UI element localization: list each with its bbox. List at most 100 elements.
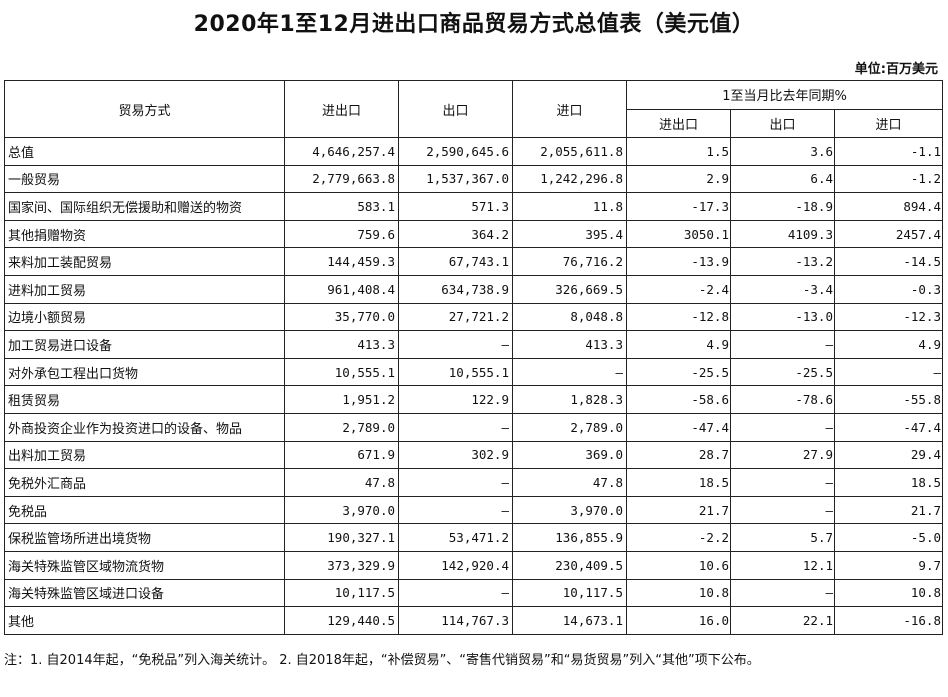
import-cell: – — [512, 357, 627, 387]
table-row: 保税监管场所进出境货物 190,327.1 53,471.2 136,855.9 -2.… — [4, 523, 943, 552]
export-cell: 27,721.2 — [398, 302, 513, 332]
yoy-total-cell: 16.0 — [626, 606, 731, 635]
yoy-import-cell: -12.3 — [834, 302, 943, 332]
row-name-cell: 外商投资企业作为投资进口的设备、物品 — [4, 412, 285, 442]
yoy-import-cell: 894.4 — [834, 192, 943, 221]
table-row: 边境小额贸易 35,770.0 27,721.2 8,048.8 -12.8 -13.0-… — [4, 302, 943, 332]
yoy-import-cell: -1.2 — [834, 164, 943, 194]
table-row: 一般贸易 2,779,663.8 1,537,367.0 1,242,296.8 2.9… — [4, 164, 943, 194]
import-cell: 1,828.3 — [512, 385, 627, 414]
table-row: 进料加工贸易 961,408.4 634,738.9 326,669.5 -2.4 -3.… — [4, 274, 943, 304]
yoy-total-cell: -13.9 — [626, 247, 731, 276]
row-name-cell: 租赁贸易 — [4, 385, 285, 414]
total-cell: 583.1 — [284, 192, 399, 221]
row-name-cell: 海关特殊监管区域物流货物 — [4, 550, 285, 580]
export-cell: – — [398, 495, 513, 525]
row-name-cell: 一般贸易 — [4, 164, 285, 194]
yoy-import-cell: 9.7 — [834, 550, 943, 580]
yoy-total-cell: 1.5 — [626, 137, 731, 166]
yoy-total-cell: -25.5 — [626, 357, 731, 387]
yoy-import-cell: 10.8 — [834, 578, 943, 608]
yoy-total-cell: -47.4 — [626, 412, 731, 442]
yoy-export-cell: -18.9 — [730, 192, 835, 221]
yoy-export-cell: – — [730, 412, 835, 442]
yoy-import-cell: -5.0 — [834, 523, 943, 552]
export-cell: – — [398, 468, 513, 497]
export-cell: 364.2 — [398, 219, 513, 249]
export-cell: 53,471.2 — [398, 523, 513, 552]
yoy-export-cell: -25.5 — [730, 357, 835, 387]
import-cell: 10,117.5 — [512, 578, 627, 608]
table-row: 加工贸易进口设备 413.3–413.3 4.9–4.9 — [4, 330, 943, 359]
yoy-export-cell: -3.4 — [730, 274, 835, 304]
yoy-import-cell: -0.3 — [834, 274, 943, 304]
import-cell: 2,055,611.8 — [512, 137, 627, 166]
yoy-total-cell: -2.4 — [626, 274, 731, 304]
row-name-cell: 出料加工贸易 — [4, 440, 285, 470]
export-cell: – — [398, 412, 513, 442]
header-total: 进出口 — [284, 80, 399, 138]
import-cell: 47.8 — [512, 468, 627, 497]
yoy-import-cell: -16.8 — [834, 606, 943, 635]
row-name-cell: 国家间、国际组织无偿援助和赠送的物资 — [4, 192, 285, 221]
export-cell: 571.3 — [398, 192, 513, 221]
yoy-total-cell: 2.9 — [626, 164, 731, 194]
header-import: 进口 — [512, 80, 627, 138]
row-name-cell: 加工贸易进口设备 — [4, 330, 285, 359]
total-cell: 413.3 — [284, 330, 399, 359]
yoy-import-cell: 18.5 — [834, 468, 943, 497]
import-cell: 1,242,296.8 — [512, 164, 627, 194]
yoy-export-cell: 3.6 — [730, 137, 835, 166]
total-cell: 373,329.9 — [284, 550, 399, 580]
total-cell: 10,117.5 — [284, 578, 399, 608]
row-name-cell: 保税监管场所进出境货物 — [4, 523, 285, 552]
total-cell: 4,646,257.4 — [284, 137, 399, 166]
unit-label: 单位:百万美元 — [854, 62, 938, 77]
yoy-total-cell: -17.3 — [626, 192, 731, 221]
yoy-total-cell: 3050.1 — [626, 219, 731, 249]
export-cell: 10,555.1 — [398, 357, 513, 387]
header-yoy-group: 1至当月比去年同期% — [626, 80, 943, 110]
yoy-total-cell: 4.9 — [626, 330, 731, 359]
total-cell: 3,970.0 — [284, 495, 399, 525]
yoy-export-cell: 6.4 — [730, 164, 835, 194]
yoy-total-cell: 21.7 — [626, 495, 731, 525]
yoy-export-cell: -13.0 — [730, 302, 835, 332]
yoy-total-cell: -12.8 — [626, 302, 731, 332]
import-cell: 413.3 — [512, 330, 627, 359]
table-row: 总值 4,646,257.4 2,590,645.6 2,055,611.8 1.5 3.… — [4, 137, 943, 166]
yoy-export-cell: 12.1 — [730, 550, 835, 580]
yoy-import-cell: -55.8 — [834, 385, 943, 414]
row-name-cell: 免税外汇商品 — [4, 468, 285, 497]
export-cell: 142,920.4 — [398, 550, 513, 580]
trade-table: 贸易方式 进出口 出口 进口 1至当月比去年同期% 进出口 出口 进口 总值 4,… — [4, 80, 943, 635]
yoy-import-cell: 29.4 — [834, 440, 943, 470]
header-yoy-import: 进口 — [834, 108, 943, 138]
total-cell: 759.6 — [284, 219, 399, 249]
import-cell: 14,673.1 — [512, 606, 627, 635]
yoy-import-cell: 2457.4 — [834, 219, 943, 249]
yoy-total-cell: 18.5 — [626, 468, 731, 497]
yoy-export-cell: – — [730, 495, 835, 525]
yoy-total-cell: -58.6 — [626, 385, 731, 414]
footnote: 注：1. 自2014年起，“免税品”列入海关统计。 2. 自2018年起，“补偿… — [4, 653, 760, 668]
table-row: 来料加工装配贸易 144,459.3 67,743.1 76,716.2 -13.9 -1… — [4, 247, 943, 276]
export-cell: 1,537,367.0 — [398, 164, 513, 194]
import-cell: 76,716.2 — [512, 247, 627, 276]
row-name-cell: 免税品 — [4, 495, 285, 525]
total-cell: 2,789.0 — [284, 412, 399, 442]
table-row: 免税品 3,970.0–3,970.0 21.7–21.7 — [4, 495, 943, 525]
total-cell: 129,440.5 — [284, 606, 399, 635]
export-cell: 302.9 — [398, 440, 513, 470]
yoy-total-cell: -2.2 — [626, 523, 731, 552]
table-row: 国家间、国际组织无偿援助和赠送的物资 583.1 571.3 11.8 -17.3 -18… — [4, 192, 943, 221]
table-row: 对外承包工程出口货物 10,555.1 10,555.1– -25.5 -25.5– — [4, 357, 943, 387]
row-name-cell: 其他捐赠物资 — [4, 219, 285, 249]
import-cell: 326,669.5 — [512, 274, 627, 304]
yoy-export-cell: 4109.3 — [730, 219, 835, 249]
import-cell: 2,789.0 — [512, 412, 627, 442]
page-title: 2020年1至12月进出口商品贸易方式总值表（美元值） — [193, 12, 755, 37]
table-row: 出料加工贸易 671.9 302.9 369.0 28.7 27.9 29.4 — [4, 440, 943, 470]
row-name-cell: 进料加工贸易 — [4, 274, 285, 304]
row-name-cell: 对外承包工程出口货物 — [4, 357, 285, 387]
